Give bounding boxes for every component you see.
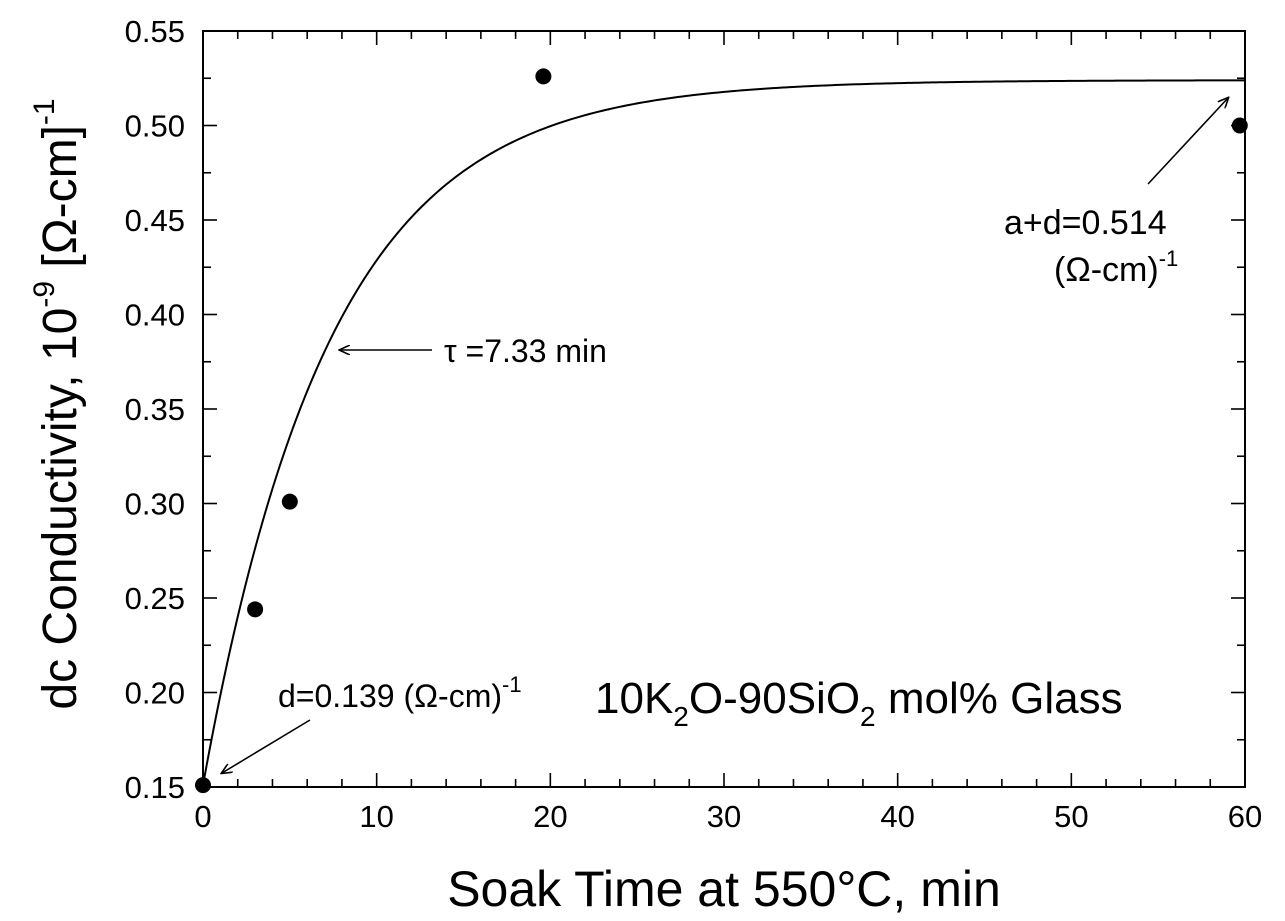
asymptote-arrow [1147,98,1228,185]
data-point [1231,117,1248,134]
y-tick-label: 0.45 [125,203,185,238]
x-tick-label: 30 [707,799,741,834]
composition-sub-1: 2 [673,701,689,732]
y-tick-label: 0.40 [125,298,185,333]
intercept-annotation-exp: -1 [502,672,522,697]
y-tick-label: 0.15 [125,770,185,805]
y-tick-label: 0.30 [125,487,185,522]
asymptote-annotation-exp: -1 [1159,246,1179,271]
x-tick-label: 50 [1054,799,1088,834]
asymptote-annotation-line2: (Ω-cm)-1 [1054,246,1178,289]
intercept-arrow [222,719,311,773]
y-tick-label: 0.25 [125,581,185,616]
x-tick-label: 10 [359,799,393,834]
axis-ticks [202,30,1246,788]
x-tick-label: 60 [1228,799,1262,834]
y-axis-label-unit: [Ω-cm] [34,125,87,281]
asymptote-annotation-line1: a+d=0.514 [1004,204,1167,242]
x-tick-label: 0 [194,799,211,834]
tau-annotation: τ =7.33 min [444,333,607,369]
x-axis-label: Soak Time at 550°C, min [447,861,1001,917]
data-point [535,68,552,85]
data-point [247,601,264,618]
composition-part-2: O-90SiO [689,674,860,723]
intercept-annotation-base: d=0.139 (Ω-cm) [278,678,502,714]
composition-part-1: 10K [595,674,673,723]
axis-tick-labels: 0 10 20 30 40 50 60 0.15 0.20 0.25 0.30 0.35 0.40 0.4… [125,14,1263,834]
data-point [195,777,211,794]
intercept-annotation: d=0.139 (Ω-cm)-1 [278,672,522,714]
y-tick-label: 0.55 [125,14,185,49]
y-axis-label-prefix: dc Conductivity, 10 [34,308,87,710]
asymptote-annotation-unit: (Ω-cm) [1054,251,1159,289]
data-points [195,68,1248,794]
x-tick-label: 20 [533,799,567,834]
y-tick-label: 0.20 [125,676,185,711]
composition-label: 10K2O-90SiO2 mol% Glass [595,674,1123,732]
x-tick-label: 40 [880,799,914,834]
y-tick-label: 0.50 [125,109,185,144]
composition-sub-2: 2 [860,701,876,732]
fit-curve [202,79,1245,786]
y-axis-label-unit-exp: -1 [28,98,61,125]
y-axis-label-exp: -9 [28,281,61,308]
data-point [281,493,298,510]
composition-part-3: mol% Glass [876,674,1123,723]
y-axis-label: dc Conductivity, 10-9 [Ω-cm]-1 [28,98,87,709]
y-tick-label: 0.35 [125,392,185,427]
